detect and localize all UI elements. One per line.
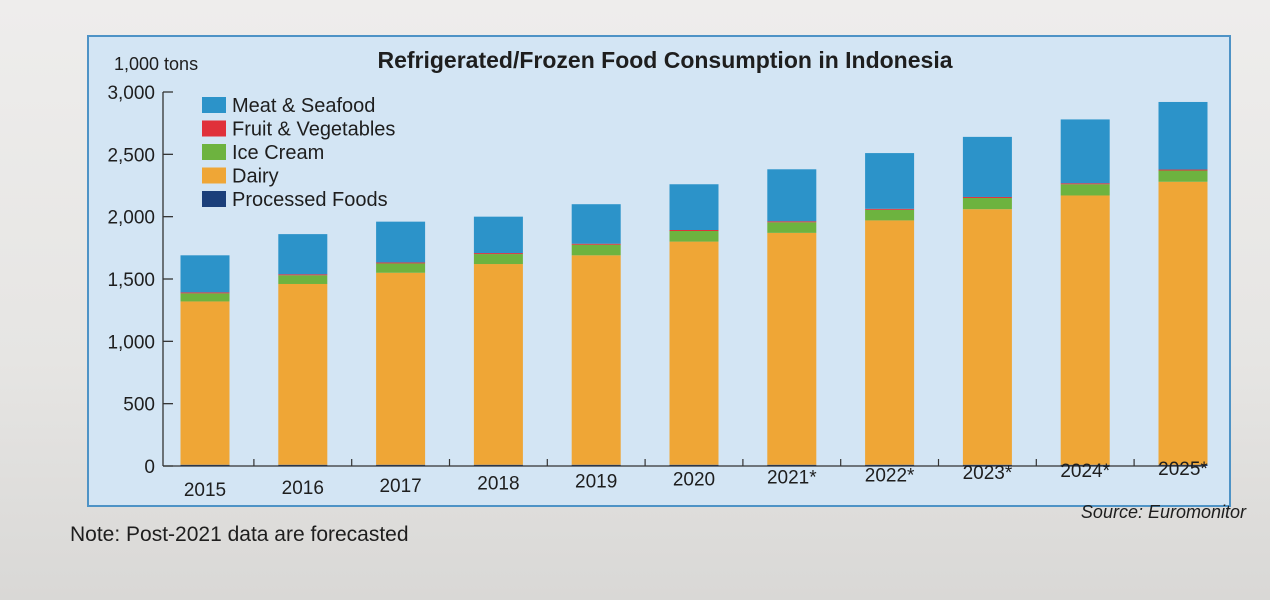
bar-meat-seafood-2021 (767, 169, 817, 222)
bar-meat-seafood-2020 (669, 184, 719, 231)
bar-meat-seafood-2019 (571, 204, 621, 244)
bar-meat-seafood-2015 (180, 255, 230, 293)
x-tick-label-2020: 2020 (673, 470, 715, 491)
legend-label-meat-seafood: Meat & Seafood (232, 95, 375, 117)
y-tick-label: 1,000 (107, 332, 155, 353)
y-tick-label: 3,000 (107, 83, 155, 104)
x-tick-label-2018: 2018 (477, 474, 519, 495)
bar-dairy-2015 (180, 301, 230, 465)
y-tick-label: 2,000 (107, 208, 155, 229)
bar-meat-seafood-2022 (865, 153, 915, 209)
bar-ice-cream-2020 (669, 231, 719, 242)
legend-swatch-processed-foods (202, 191, 226, 207)
x-tick-label-2022: 2022* (865, 465, 915, 486)
legend-swatch-fruit-vegetables (202, 120, 226, 137)
bar-meat-seafood-2018 (473, 216, 523, 254)
bar-meat-seafood-2016 (278, 234, 328, 275)
bar-dairy-2020 (669, 241, 719, 465)
bar-ice-cream-2022 (865, 209, 915, 221)
bar-dairy-2024 (1060, 195, 1110, 465)
y-axis: 0 500 1,000 1,500 2,000 2,500 3,000 (107, 83, 173, 478)
chart-note: Note: Post-2021 data are forecasted (70, 523, 409, 546)
x-tick-label-2024: 2024* (1060, 461, 1110, 482)
bar-ice-cream-2016 (278, 275, 328, 284)
x-axis: 2015 2016 2017 2018 2019 2020 2021* 2022* 2023* 2… (163, 459, 1208, 501)
y-tick-label: 500 (123, 395, 155, 416)
bar-fruit-vegetables-2017 (376, 262, 426, 264)
legend-swatch-dairy (202, 167, 226, 184)
legend-label-ice-cream: Ice Cream (232, 142, 324, 164)
y-tick-label: 1,500 (107, 270, 155, 291)
bar-meat-seafood-2023 (962, 136, 1012, 197)
bar-dairy-2019 (571, 255, 621, 465)
bar-dairy-2017 (376, 272, 426, 465)
bar-fruit-vegetables-2019 (571, 243, 621, 245)
bar-fruit-vegetables-2016 (278, 274, 328, 276)
bar-fruit-vegetables-2022 (865, 208, 915, 210)
bar-meat-seafood-2017 (376, 221, 426, 263)
legend-label-dairy: Dairy (232, 166, 279, 188)
x-tick-label-2019: 2019 (575, 472, 617, 493)
x-tick-label-2015: 2015 (184, 480, 226, 501)
x-tick-label-2023: 2023* (963, 463, 1013, 484)
bar-fruit-vegetables-2018 (473, 253, 523, 255)
bar-ice-cream-2021 (767, 222, 817, 233)
bar-fruit-vegetables-2015 (180, 292, 230, 294)
bar-ice-cream-2025 (1158, 170, 1208, 182)
bar-dairy-2022 (865, 220, 915, 465)
bar-meat-seafood-2025 (1158, 101, 1208, 170)
bar-ice-cream-2018 (473, 254, 523, 265)
x-tick-label-2017: 2017 (379, 476, 421, 497)
legend-label-processed-foods: Processed Foods (232, 189, 388, 211)
bar-ice-cream-2019 (571, 244, 621, 256)
bar-ice-cream-2024 (1060, 184, 1110, 196)
bar-meat-seafood-2024 (1060, 119, 1110, 184)
y-tick-label: 2,500 (107, 145, 155, 166)
x-tick-label-2025: 2025* (1158, 459, 1208, 480)
chart-title: Refrigerated/Frozen Food Consumption in … (377, 47, 952, 73)
bar-fruit-vegetables-2024 (1060, 183, 1110, 185)
bar-fruit-vegetables-2021 (767, 221, 817, 223)
y-axis-unit-label: 1,000 tons (114, 54, 198, 74)
chart-source: Source: Euromonitor (1081, 502, 1247, 522)
bar-dairy-2016 (278, 283, 328, 465)
bar-dairy-2023 (962, 209, 1012, 465)
legend-swatch-meat-seafood (202, 97, 226, 113)
bar-fruit-vegetables-2023 (962, 196, 1012, 198)
bar-ice-cream-2017 (376, 263, 426, 273)
legend-label-fruit-vegetables: Fruit & Vegetables (232, 119, 395, 141)
y-tick-label: 0 (144, 457, 155, 478)
bar-dairy-2021 (767, 232, 817, 465)
x-tick-label-2021: 2021* (767, 467, 817, 488)
bar-ice-cream-2015 (180, 293, 230, 302)
bar-fruit-vegetables-2020 (669, 230, 719, 232)
bar-ice-cream-2023 (962, 197, 1012, 210)
bar-fruit-vegetables-2025 (1158, 169, 1208, 171)
x-tick-label-2016: 2016 (282, 478, 324, 499)
legend-swatch-ice-cream (202, 144, 226, 160)
bar-dairy-2018 (473, 264, 523, 465)
bar-dairy-2025 (1158, 181, 1208, 465)
